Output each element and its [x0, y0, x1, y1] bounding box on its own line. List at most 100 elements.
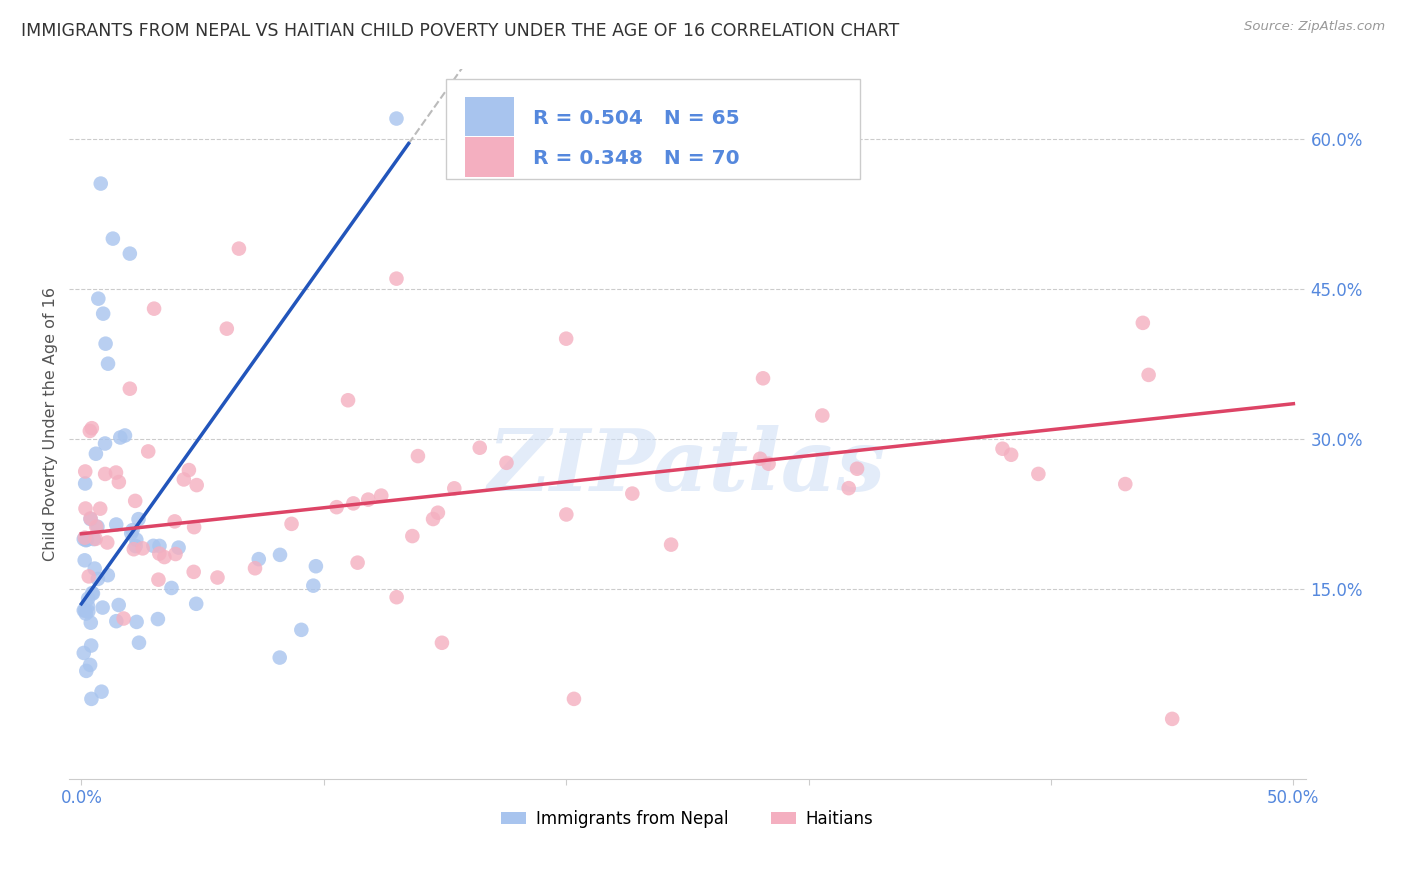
Point [124, 494, 146, 508]
Point [468, 441, 491, 455]
Point [91, 307, 114, 321]
Text: IMMIGRANTS FROM NEPAL VS HAITIAN CHILD POVERTY UNDER THE AGE OF 16 CORRELATION C: IMMIGRANTS FROM NEPAL VS HAITIAN CHILD P… [21, 22, 900, 40]
Point [838, 481, 860, 495]
Point [401, 529, 423, 543]
Point [142, 539, 165, 553]
Point [75, 476, 97, 491]
Point [163, 515, 186, 529]
FancyBboxPatch shape [446, 79, 860, 178]
Point [83, 532, 105, 546]
Point [752, 371, 775, 385]
Point [79, 512, 101, 526]
Point [79, 657, 101, 672]
Point [167, 541, 190, 555]
Point [112, 611, 135, 625]
Point [269, 548, 291, 562]
Point [1000, 448, 1022, 462]
Point [80, 691, 103, 706]
Point [118, 246, 141, 260]
Point [77, 604, 100, 618]
Point [207, 570, 229, 584]
Point [846, 461, 869, 475]
Point [160, 581, 183, 595]
Point [128, 636, 150, 650]
Point [136, 444, 159, 458]
Point [84, 532, 107, 546]
Point [148, 539, 170, 553]
Point [121, 523, 143, 537]
Point [82, 586, 104, 600]
Point [86, 519, 108, 533]
Point [84, 519, 107, 533]
Point [446, 112, 468, 126]
Point [77, 569, 100, 583]
Point [79, 424, 101, 438]
Legend: Immigrants from Nepal, Haitians: Immigrants from Nepal, Haitians [495, 803, 880, 835]
Point [519, 112, 541, 126]
Point [73, 603, 96, 617]
Point [75, 607, 97, 621]
Point [385, 271, 408, 285]
Point [73, 646, 96, 660]
Point [107, 598, 129, 612]
Point [406, 449, 429, 463]
Point [186, 597, 208, 611]
Point [811, 409, 834, 423]
Point [94, 336, 117, 351]
Point [90, 177, 112, 191]
Point [125, 533, 148, 547]
Point [75, 501, 97, 516]
Point [122, 542, 145, 557]
FancyBboxPatch shape [465, 97, 515, 136]
Point [243, 561, 266, 575]
Point [758, 457, 780, 471]
Point [148, 573, 170, 587]
Text: ZIPatlas: ZIPatlas [488, 425, 886, 508]
Text: R = 0.504   N = 65: R = 0.504 N = 65 [533, 109, 740, 128]
Point [342, 496, 364, 510]
Point [346, 556, 368, 570]
Point [80, 615, 103, 630]
Point [91, 600, 114, 615]
Point [97, 357, 120, 371]
Point [80, 639, 103, 653]
Point [290, 623, 312, 637]
Point [506, 112, 529, 126]
Point [659, 538, 682, 552]
Point [94, 436, 117, 450]
Point [89, 501, 111, 516]
Point [302, 579, 325, 593]
Point [110, 430, 132, 444]
Point [422, 512, 444, 526]
Point [1114, 477, 1136, 491]
Point [75, 533, 97, 548]
Point [385, 591, 408, 605]
Point [1137, 368, 1160, 382]
Point [280, 516, 302, 531]
Point [495, 456, 517, 470]
Point [124, 539, 146, 553]
Point [443, 481, 465, 495]
Point [305, 559, 328, 574]
Point [146, 612, 169, 626]
Point [75, 664, 97, 678]
Point [325, 500, 347, 515]
Point [79, 511, 101, 525]
Point [1028, 467, 1050, 481]
Text: R = 0.348   N = 70: R = 0.348 N = 70 [533, 149, 740, 169]
Point [183, 520, 205, 534]
Point [87, 572, 110, 586]
Point [426, 506, 449, 520]
Point [108, 475, 131, 489]
Point [114, 428, 136, 442]
Point [118, 382, 141, 396]
Point [73, 532, 96, 546]
Point [173, 473, 195, 487]
Point [495, 112, 517, 127]
Point [131, 541, 153, 556]
Point [94, 467, 117, 481]
Point [128, 512, 150, 526]
Point [97, 568, 120, 582]
Point [76, 533, 98, 547]
Text: Source: ZipAtlas.com: Source: ZipAtlas.com [1244, 20, 1385, 33]
